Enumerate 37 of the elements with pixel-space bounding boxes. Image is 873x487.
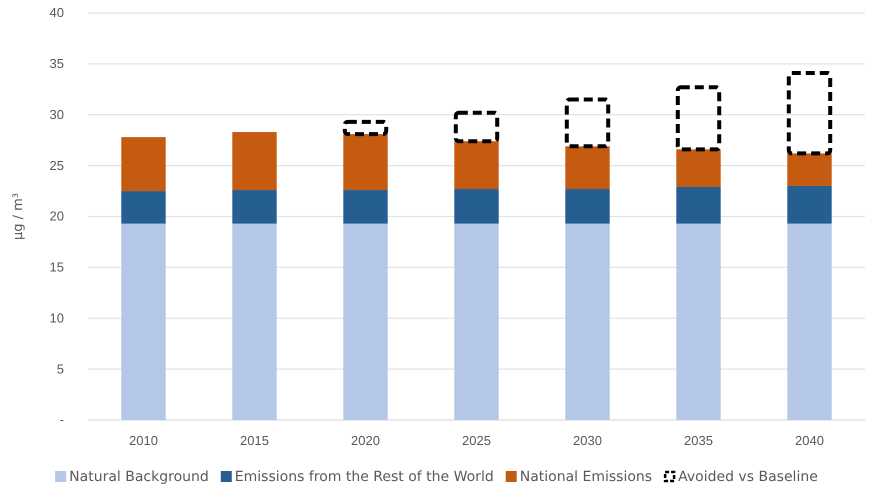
- y-tick-label: 15: [50, 260, 64, 275]
- x-tick-label: 2030: [573, 433, 602, 448]
- bar: [676, 224, 721, 420]
- y-tick-label: -: [60, 412, 64, 428]
- y-tick-label: 10: [50, 310, 64, 326]
- legend-label: Natural Background: [69, 469, 209, 485]
- y-tick-label: 30: [50, 106, 64, 122]
- bar: [232, 224, 277, 420]
- y-tick-label: 35: [50, 56, 64, 72]
- bar: [232, 132, 277, 190]
- legend-label: Emissions from the Rest of the World: [234, 469, 494, 485]
- y-axis-title: μg / m³: [11, 192, 26, 240]
- bar: [343, 224, 388, 420]
- x-tick-label: 2035: [684, 433, 713, 448]
- bar: [787, 224, 832, 420]
- bar: [565, 189, 610, 224]
- legend-label: National Emissions: [520, 469, 652, 485]
- bar: [676, 186, 721, 224]
- legend-label: Avoided vs Baseline: [678, 469, 818, 485]
- bar: [454, 224, 499, 420]
- y-tick-label: 20: [50, 208, 64, 224]
- bar: [232, 190, 277, 224]
- y-tick-label: 25: [50, 158, 64, 173]
- bar: [121, 191, 166, 224]
- x-tick-label: 2015: [240, 433, 269, 448]
- bar: [787, 186, 832, 224]
- bar: [343, 190, 388, 224]
- bar: [121, 137, 166, 192]
- x-tick-label: 2025: [462, 433, 491, 448]
- y-tick-label: 5: [56, 361, 64, 376]
- x-tick-label: 2010: [129, 433, 158, 448]
- x-tick-label: 2020: [351, 433, 380, 448]
- bar: [565, 224, 610, 420]
- x-tick-label: 2040: [795, 433, 824, 448]
- bar: [454, 189, 499, 224]
- y-tick-label: 40: [50, 5, 64, 20]
- bar: [121, 224, 166, 420]
